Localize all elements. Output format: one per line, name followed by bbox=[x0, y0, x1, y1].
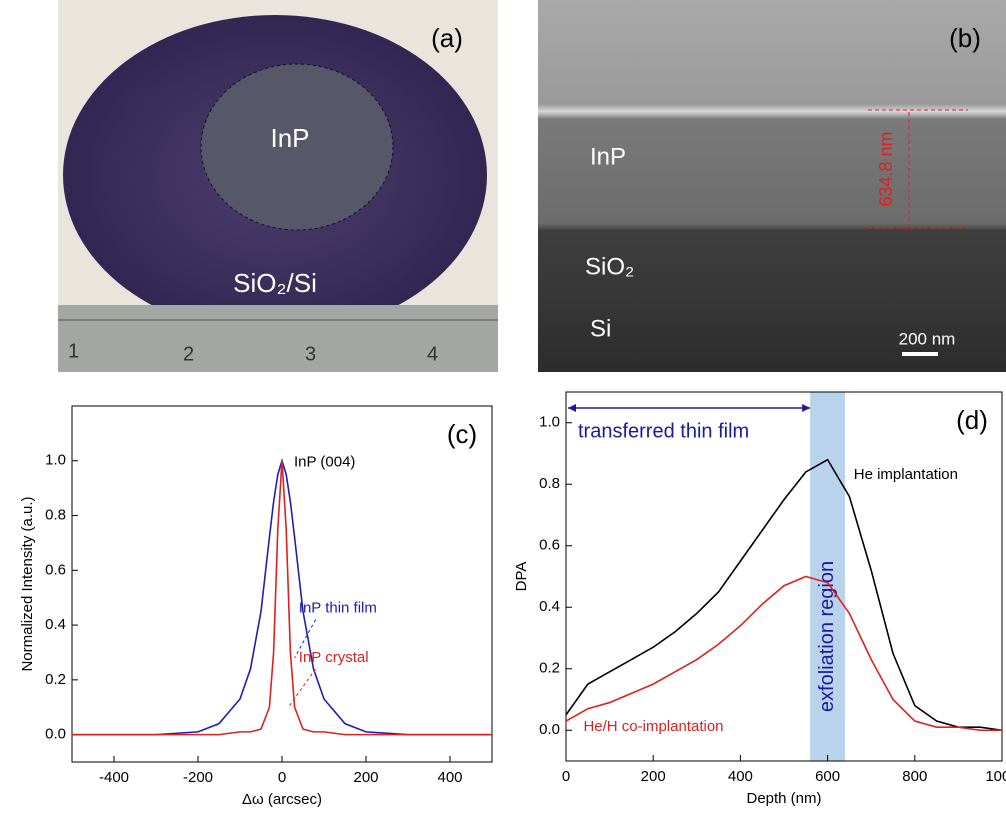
x-tick-label: 400 bbox=[728, 768, 753, 785]
series-line bbox=[565, 575, 1002, 732]
scale-bar-label: 200 nm bbox=[899, 329, 956, 348]
ruler-number: 3 bbox=[305, 343, 316, 365]
series-line bbox=[565, 458, 1003, 732]
x-tick-label: 600 bbox=[815, 768, 840, 785]
y-axis-label: DPA bbox=[513, 562, 530, 592]
x-axis-label: Depth (nm) bbox=[746, 790, 821, 807]
series-label: InP thin film bbox=[299, 600, 377, 617]
series-label: He/H co-implantation bbox=[583, 718, 723, 735]
series-line bbox=[72, 460, 492, 736]
y-tick-label: 1.0 bbox=[45, 452, 66, 469]
x-tick-label: 400 bbox=[437, 769, 462, 786]
region-label: InP bbox=[270, 123, 309, 153]
ruler-number: 2 bbox=[183, 343, 194, 365]
y-tick-label: 0.2 bbox=[45, 671, 66, 688]
panel-label: (b) bbox=[949, 23, 981, 53]
ruler-number: 1 bbox=[68, 340, 79, 362]
y-tick-label: 0.0 bbox=[45, 726, 66, 743]
panel-label: (c) bbox=[447, 419, 477, 449]
y-axis-label: Normalized Intensity (a.u.) bbox=[19, 496, 36, 671]
highlight-label: exfoliation region bbox=[816, 561, 838, 712]
highlight-band bbox=[810, 392, 846, 761]
series-pointer bbox=[294, 619, 317, 659]
photo-b: (b) InP SiO₂ Si 200 nm 634.8 nm bbox=[538, 0, 1006, 372]
y-tick-label: 0.2 bbox=[539, 660, 560, 677]
series-label: InP crystal bbox=[299, 649, 369, 666]
x-tick-label: 200 bbox=[353, 769, 378, 786]
x-tick-label: 0 bbox=[278, 769, 286, 786]
arrow-label: transferred thin film bbox=[578, 420, 749, 442]
y-tick-label: 0.4 bbox=[45, 616, 66, 633]
photo-a: (a) InP SiO₂/Si 1 2 3 4 bbox=[58, 0, 498, 372]
layer-label: Si bbox=[590, 315, 611, 342]
region-label: SiO₂/Si bbox=[233, 268, 317, 298]
y-tick-label: 0.8 bbox=[45, 507, 66, 524]
panel-label: (a) bbox=[431, 23, 463, 53]
x-tick-label: 0 bbox=[562, 768, 570, 785]
y-tick-label: 0.4 bbox=[539, 598, 560, 615]
x-tick-label: 200 bbox=[641, 768, 666, 785]
x-tick-label: -400 bbox=[99, 769, 129, 786]
thickness-label: 634.8 nm bbox=[876, 131, 896, 206]
ruler-number: 4 bbox=[427, 343, 438, 365]
series-label: He implantation bbox=[854, 466, 958, 483]
series-pointer bbox=[287, 668, 317, 708]
x-tick-label: -200 bbox=[183, 769, 213, 786]
x-tick-label: 800 bbox=[902, 768, 927, 785]
y-tick-label: 0.0 bbox=[539, 721, 560, 738]
layer-label: SiO₂ bbox=[585, 253, 634, 280]
series-line bbox=[72, 458, 492, 736]
layer-label: InP bbox=[590, 143, 626, 170]
panel-label: (d) bbox=[956, 405, 988, 435]
peak-annotation: InP (004) bbox=[294, 454, 355, 471]
axes-box bbox=[565, 391, 1003, 762]
y-tick-label: 0.8 bbox=[539, 475, 560, 492]
y-tick-label: 0.6 bbox=[539, 537, 560, 554]
y-tick-label: 0.6 bbox=[45, 561, 66, 578]
x-axis-label: Δω (arcsec) bbox=[242, 791, 322, 808]
x-tick-label: 1000 bbox=[985, 768, 1006, 785]
y-tick-label: 1.0 bbox=[539, 414, 560, 431]
